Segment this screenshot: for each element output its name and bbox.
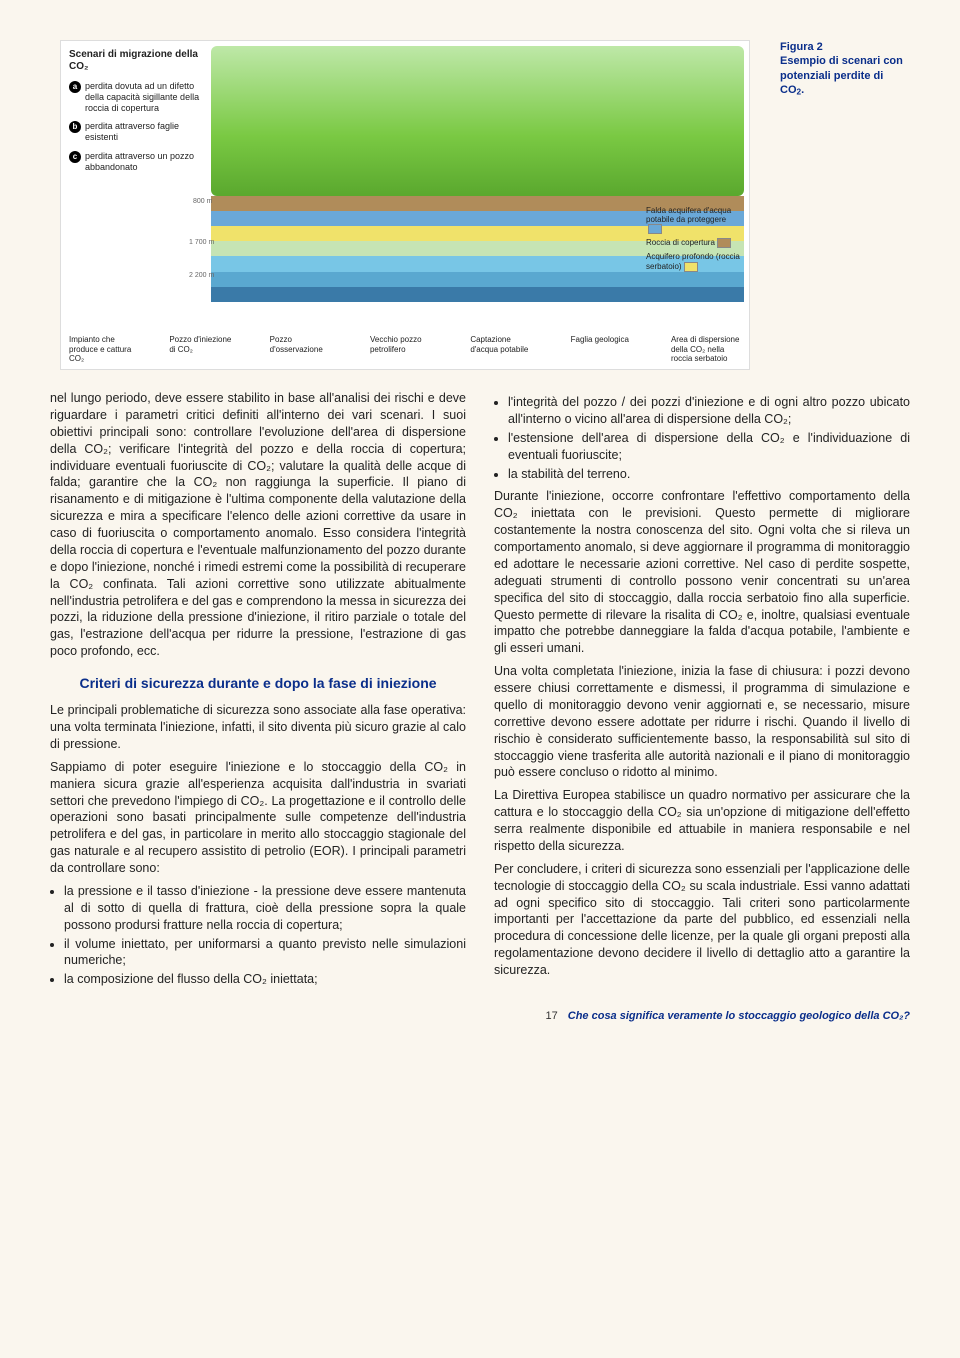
diagram: Scenari di migrazione della CO₂ aperdita… [60, 40, 750, 370]
rlegend-2: Acquifero profondo (roccia serbatoio) [646, 252, 741, 271]
text-columns: nel lungo periodo, deve essere stabilito… [50, 390, 910, 994]
badge-a: a [69, 81, 81, 93]
right-column: l'integrità del pozzo / dei pozzi d'inie… [494, 390, 910, 994]
badge-b: b [69, 121, 81, 133]
lb-0: la pressione e il tasso d'iniezione - la… [64, 883, 466, 934]
rb-0: l'integrità del pozzo / dei pozzi d'inie… [508, 394, 910, 428]
footer-title: Che cosa significa veramente lo stoccagg… [568, 1010, 910, 1022]
blegend-5: Faglia geologica [571, 335, 641, 363]
diagram-surface [211, 46, 744, 196]
blegend-1: Pozzo d'iniezione di CO₂ [169, 335, 239, 363]
badge-c: c [69, 151, 81, 163]
swatch-1 [717, 238, 731, 248]
page-number: 17 [546, 1010, 558, 1022]
diagram-bottom-legend: Impianto che produce e cattura CO₂ Pozzo… [69, 335, 741, 363]
left-bullets: la pressione e il tasso d'iniezione - la… [50, 883, 466, 988]
caption-l1: Figura 2 [780, 41, 823, 53]
rb-1: l'estensione dell'area di dispersione de… [508, 430, 910, 464]
right-p3: La Direttiva Europea stabilisce un quadr… [494, 787, 910, 855]
legend-item-b: bperdita attraverso faglie esistenti [69, 121, 204, 143]
diagram-title: Scenari di migrazione della CO₂ [69, 49, 204, 73]
left-column: nel lungo periodo, deve essere stabilito… [50, 390, 466, 994]
swatch-2 [684, 262, 698, 272]
diagram-legend-left: Scenari di migrazione della CO₂ aperdita… [69, 49, 204, 181]
section-heading: Criteri di sicurezza durante e dopo la f… [50, 674, 466, 692]
left-p3: Sappiamo di poter eseguire l'iniezione e… [50, 759, 466, 877]
right-p4: Per concludere, i criteri di sicurezza s… [494, 861, 910, 979]
swatch-0 [648, 224, 662, 234]
depth-2: 2 200 m [189, 272, 214, 279]
rlegend-1: Roccia di copertura [646, 238, 741, 248]
caption-end: . [801, 84, 804, 96]
figure-caption: Figura 2 Esempio di scenari con potenzia… [780, 40, 910, 98]
blegend-6: Area di dispersione della CO₂ nella rocc… [671, 335, 741, 363]
right-p1: Durante l'iniezione, occorre confrontare… [494, 488, 910, 657]
page-footer: 17 Che cosa significa veramente lo stocc… [50, 1010, 910, 1022]
blegend-4: Captazione d'acqua potabile [470, 335, 540, 363]
diagram-legend-right: Falda acquifera d'acqua potabile da prot… [646, 206, 741, 276]
stratum-6 [211, 287, 744, 302]
figure-2: Figura 2 Esempio di scenari con potenzia… [50, 40, 910, 370]
blegend-2: Pozzo d'osservazione [270, 335, 340, 363]
legend-item-c: cperdita attraverso un pozzo abbandonato [69, 151, 204, 173]
depth-0: 800 m [193, 198, 212, 205]
rlegend-0: Falda acquifera d'acqua potabile da prot… [646, 206, 741, 234]
rb-2: la stabilità del terreno. [508, 466, 910, 483]
lb-2: la composizione del flusso della CO₂ ini… [64, 971, 466, 988]
left-p2: Le principali problematiche di sicurezza… [50, 702, 466, 753]
right-bullets: l'integrità del pozzo / dei pozzi d'inie… [494, 394, 910, 482]
left-p1: nel lungo periodo, deve essere stabilito… [50, 390, 466, 660]
blegend-0: Impianto che produce e cattura CO₂ [69, 335, 139, 363]
legend-item-a: aperdita dovuta ad un difetto della capa… [69, 81, 204, 113]
lb-1: il volume iniettato, per uniformarsi a q… [64, 936, 466, 970]
depth-1: 1 700 m [189, 239, 214, 246]
blegend-3: Vecchio pozzo petrolifero [370, 335, 440, 363]
right-p2: Una volta completata l'iniezione, inizia… [494, 663, 910, 781]
